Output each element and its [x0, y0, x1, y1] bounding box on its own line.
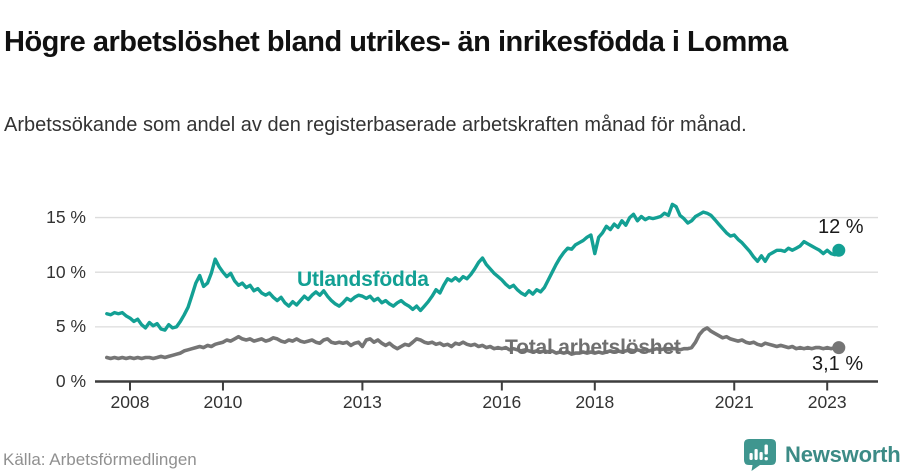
- end-dot-total: [832, 341, 846, 355]
- x-tick-label-2023: 2023: [807, 392, 847, 412]
- x-tick-label-2016: 2016: [482, 392, 522, 412]
- brand-name: Newsworthy: [785, 442, 900, 467]
- x-tick-label-2021: 2021: [714, 392, 754, 412]
- series-label-total-arbetsloshet: Total arbetslöshet: [505, 336, 681, 359]
- series-line-utlandsfodda: [105, 202, 841, 332]
- x-tick-label-2008: 2008: [110, 392, 150, 412]
- y-tick-label-0: 0 %: [55, 371, 86, 391]
- page-title: Högre arbetslöshet bland utrikes- än inr…: [4, 26, 788, 59]
- x-tick-label-2013: 2013: [342, 392, 382, 412]
- chart-subtitle: Arbetssökande som andel av den registerb…: [4, 114, 747, 136]
- newsworthy-bubble-chart-icon: [744, 439, 776, 471]
- y-tick-label-10: 10 %: [46, 261, 86, 282]
- source-note: Källa: Arbetsförmedlingen: [3, 450, 197, 469]
- series-line-total: [105, 326, 841, 361]
- x-tick-label-2010: 2010: [203, 392, 243, 412]
- x-tick-label-2018: 2018: [575, 392, 615, 412]
- y-tick-label-15: 15 %: [46, 207, 86, 228]
- series-label-utlandsfodda: Utlandsfödda: [297, 268, 429, 291]
- end-dot-utlandsfodda: [832, 243, 846, 257]
- end-value-label-total: 3,1 %: [812, 353, 864, 375]
- end-value-label-utlandsfodda: 12 %: [818, 216, 864, 238]
- y-tick-label-5: 5 %: [55, 316, 86, 337]
- newsworthy-logo: Newsworthy: [744, 438, 900, 472]
